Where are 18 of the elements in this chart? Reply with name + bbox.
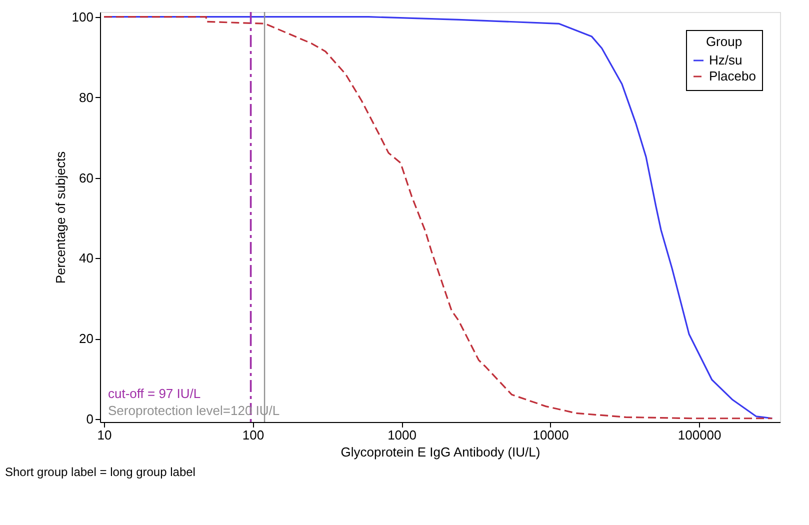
y-tick-label: 80 — [79, 90, 94, 105]
text: Short group label = long group label — [5, 465, 196, 479]
legend-title: Group — [706, 34, 742, 49]
y-tick-label: 20 — [79, 331, 94, 346]
legend-label: Hz/su — [709, 52, 742, 68]
x-tick-label: 10 — [97, 428, 112, 442]
y-tick-label: 0 — [86, 412, 94, 427]
y-tick-label: 40 — [79, 250, 94, 266]
y-tick-label: 100 — [72, 9, 94, 24]
x-tick-label: 10000 — [532, 428, 569, 442]
y-tick-label: 60 — [79, 170, 94, 186]
legend-label: Placebo — [709, 68, 756, 84]
x-tick-label: 100 — [242, 428, 264, 442]
x-tick-label: 1000 — [388, 428, 416, 442]
x-axis-title: Glycoprotein E IgG Antibody (IU/L) — [340, 444, 540, 460]
ref-line-label: cut-off = 97 IU/L — [108, 386, 201, 401]
x-tick-label: 100000 — [678, 428, 722, 442]
y-axis-title: Percentage of subjects — [52, 150, 68, 284]
